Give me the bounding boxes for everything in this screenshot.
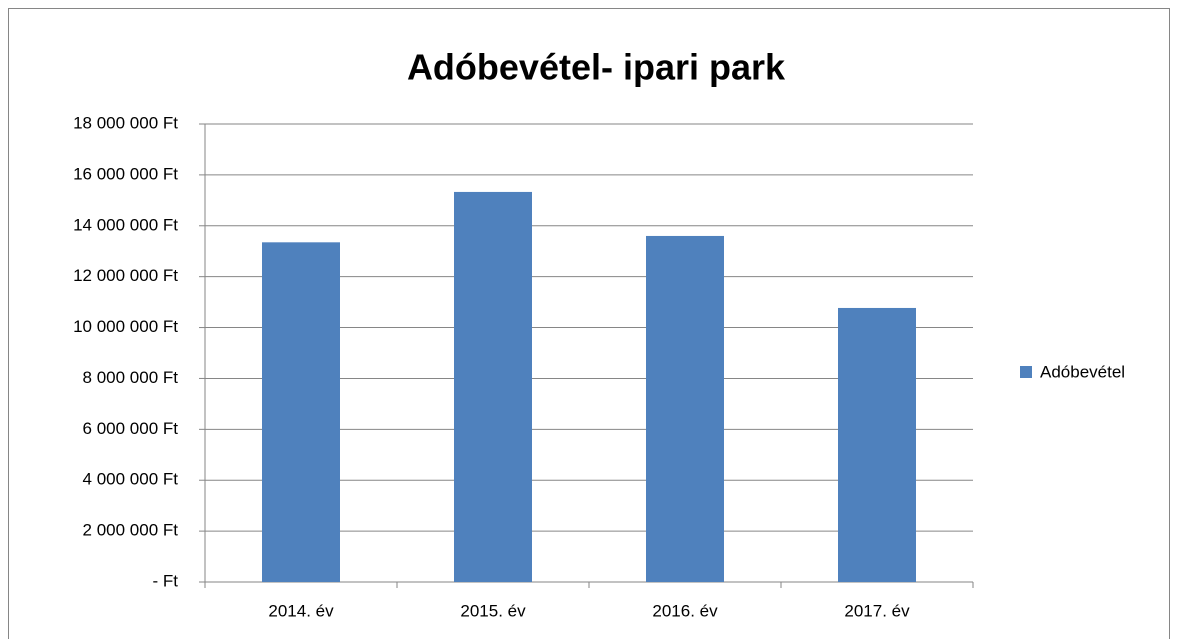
bar — [838, 307, 916, 582]
x-tick-label: 2016. év — [652, 601, 718, 620]
bar — [646, 235, 724, 582]
y-tick-label: 6 000 000 Ft — [83, 419, 179, 438]
y-tick-label: 16 000 000 Ft — [73, 164, 178, 183]
chart-title: Adóbevétel- ipari park — [407, 47, 786, 88]
y-tick-label: 12 000 000 Ft — [73, 266, 178, 285]
bar — [262, 242, 340, 583]
y-tick-label: 14 000 000 Ft — [73, 215, 178, 234]
chart-border — [8, 8, 1170, 639]
y-tick-label: 10 000 000 Ft — [73, 317, 178, 336]
y-tick-label: 18 000 000 Ft — [73, 113, 178, 132]
x-tick-label: 2015. év — [460, 601, 526, 620]
x-tick-label: 2014. év — [268, 601, 334, 620]
y-tick-label: 4 000 000 Ft — [83, 470, 179, 489]
x-tick-label: 2017. év — [844, 601, 910, 620]
y-tick-label: - Ft — [153, 571, 179, 590]
bar — [454, 191, 532, 583]
y-tick-label: 2 000 000 Ft — [83, 521, 179, 540]
legend-swatch — [1020, 366, 1032, 378]
legend-label: Adóbevétel — [1040, 362, 1125, 381]
y-tick-label: 8 000 000 Ft — [83, 368, 179, 387]
